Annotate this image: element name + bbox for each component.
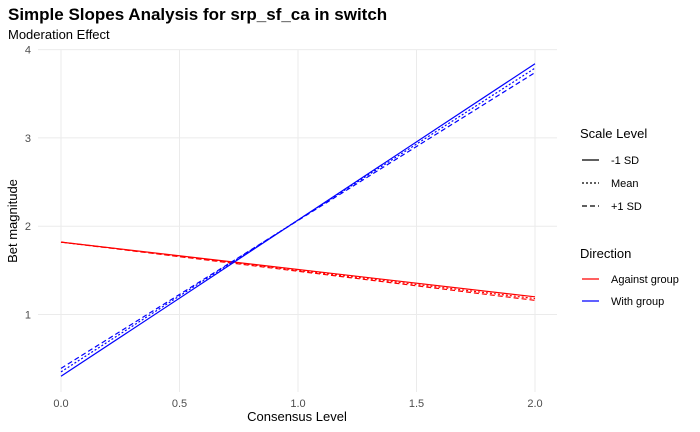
axis-ticks: 0.0 0.5 1.0 1.5 2.0 1 2 3 4 (25, 45, 543, 410)
series-line (60, 241, 536, 298)
legend-label: Against group (611, 274, 679, 286)
series-line (60, 67, 536, 373)
x-tick-label: 1.5 (409, 398, 424, 410)
y-tick-label: 4 (25, 45, 31, 57)
legend-label: +1 SD (611, 201, 642, 213)
x-tick-label: 0.0 (53, 398, 68, 410)
legend-direction-entries: Against group With group (582, 274, 679, 308)
chart-title: Simple Slopes Analysis for srp_sf_ca in … (8, 5, 387, 24)
legend-scale-entries: -1 SD Mean +1 SD (582, 155, 642, 213)
grid-lines (38, 49, 557, 392)
chart-subtitle: Moderation Effect (8, 27, 110, 42)
legend-label: Mean (611, 178, 639, 190)
y-tick-label: 2 (25, 221, 31, 233)
x-tick-label: 2.0 (527, 398, 542, 410)
legend-title-scale: Scale Level (580, 126, 647, 141)
x-tick-label: 1.0 (290, 398, 305, 410)
legend: Scale Level -1 SD Mean +1 SD Direction Aga… (580, 126, 679, 308)
y-axis-title: Bet magnitude (5, 179, 20, 263)
x-tick-label: 0.5 (172, 398, 187, 410)
y-tick-label: 3 (25, 133, 31, 145)
y-tick-label: 1 (25, 310, 31, 322)
legend-title-direction: Direction (580, 246, 631, 261)
series-line (60, 72, 536, 369)
x-axis-title: Consensus Level (247, 409, 347, 424)
legend-label: -1 SD (611, 155, 639, 167)
series-lines (60, 63, 536, 377)
legend-label: With group (611, 296, 664, 308)
series-line (60, 241, 536, 300)
